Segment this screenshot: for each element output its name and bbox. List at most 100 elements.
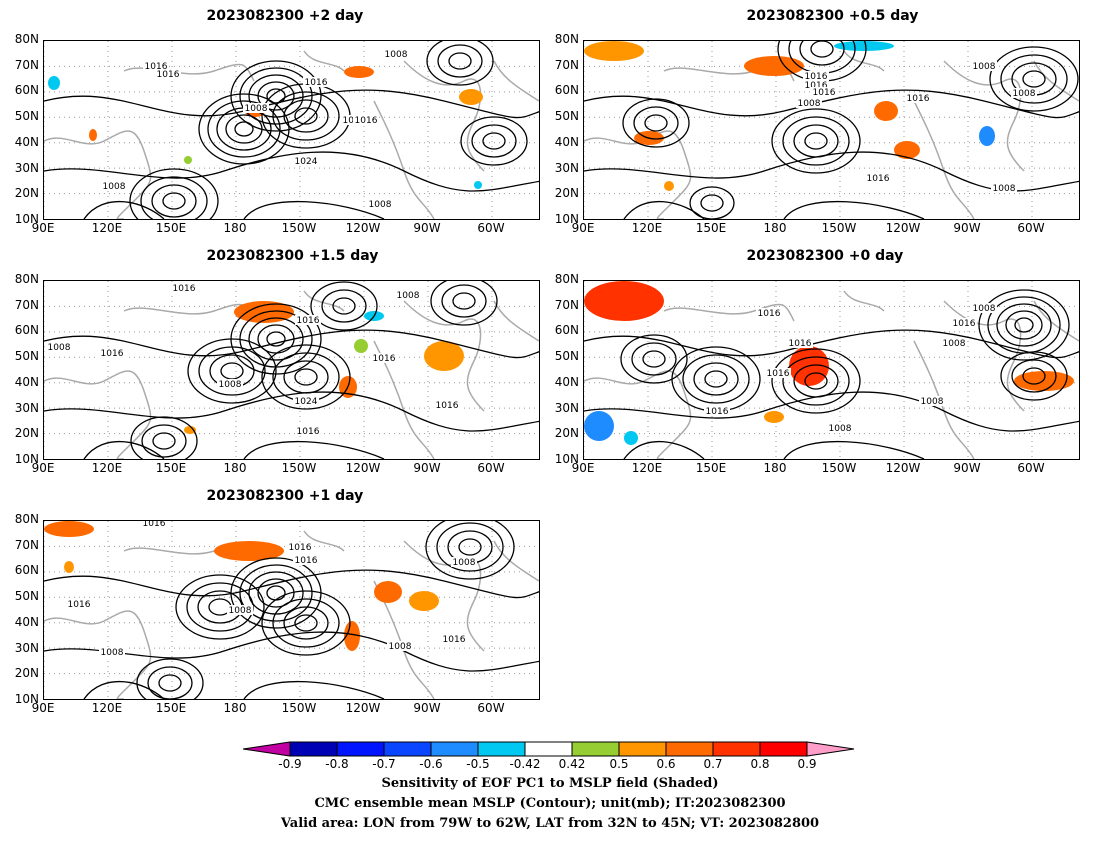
pressure-system-contour: [261, 83, 351, 149]
pressure-system-contour: [310, 281, 378, 331]
lat-tick-label: 30N: [554, 400, 579, 415]
colorbar-segment: [430, 741, 479, 757]
isobar-label: 1008: [798, 99, 821, 109]
coastline: [44, 610, 152, 699]
isobar-label: 1024: [295, 397, 318, 407]
pressure-system-contour: [294, 107, 318, 125]
isobar-label-bg: [353, 115, 379, 125]
pressure-system-contour: [140, 176, 208, 219]
pressure-system-contour: [1000, 351, 1068, 401]
sensitivity-patch: [834, 41, 894, 51]
pressure-system-contour: [804, 132, 828, 150]
isobar-label: 1016: [443, 635, 466, 645]
lat-tick-label: 50N: [14, 109, 39, 124]
pressure-system-contour: [704, 370, 728, 388]
isobar-contour: [783, 200, 925, 219]
isobar-label-bg: [155, 69, 181, 79]
pressure-system-contour: [266, 331, 286, 347]
isobar-label-bg: [441, 634, 467, 644]
lon-tick-label: 90W: [953, 461, 981, 475]
lat-tick-label: 80N: [14, 512, 39, 526]
lon-tick-label: 60W: [477, 461, 505, 475]
lat-tick-label: 50N: [554, 349, 579, 364]
sensitivity-patch: [894, 141, 920, 159]
pressure-system-contour: [230, 557, 322, 629]
pressure-system-contour: [693, 362, 739, 396]
pressure-system-contour: [633, 106, 679, 140]
isobar-contour: [623, 200, 705, 219]
pressure-system-contour: [978, 289, 1070, 361]
pressure-system-contour: [147, 666, 193, 699]
isobar-label: 1008: [245, 104, 268, 114]
isobar-contour: [83, 440, 165, 459]
isobar-label-bg: [919, 396, 945, 406]
isobar-label-bg: [143, 61, 169, 71]
lat-tick-label: 60N: [554, 83, 579, 98]
lon-tick-label: 180: [223, 221, 247, 235]
map-frame: 1016101610081016100810161024101610081008: [43, 40, 540, 220]
sensitivity-patch: [584, 41, 644, 61]
lon-tick-label: 90E: [571, 221, 595, 235]
isobar-label-bg: [141, 521, 167, 528]
lon-tick-label: 150E: [155, 701, 187, 715]
sensitivity-patch: [344, 66, 374, 78]
lat-tick-label: 40N: [14, 134, 39, 149]
lon-tick-label: 150E: [695, 461, 727, 475]
pressure-system-contour: [810, 41, 834, 58]
isobar-label: 1016: [145, 62, 168, 72]
isobar-label: 1008: [829, 424, 852, 434]
isobar-label: 1008: [1013, 89, 1036, 99]
sensitivity-patch: [584, 411, 614, 441]
lat-tick-label: 70N: [14, 297, 39, 312]
lat-tick-label: 50N: [14, 349, 39, 364]
lat-tick-label: 10N: [554, 452, 579, 466]
map-frame: 1016 1016 1016 1008 1016 1008 1008 1008 1016: [43, 520, 540, 700]
isobar-label: 1016: [436, 401, 459, 411]
pressure-system-contour: [1014, 317, 1034, 333]
isobar-contour: [623, 440, 705, 459]
pressure-system-contour: [220, 362, 244, 380]
isobar-label-bg: [434, 400, 460, 410]
lat-tick-label: 30N: [554, 160, 579, 175]
pressure-system-contour: [239, 564, 313, 622]
isobar-label: 1016: [143, 521, 166, 529]
panel-title: 2023082300 +1.5 day: [206, 248, 379, 264]
pressure-system-contour: [642, 350, 666, 368]
isobar-label: 1008: [943, 339, 966, 349]
coastline: [303, 50, 345, 72]
pressure-system-contour: [158, 674, 182, 692]
map-frame: 1016 1016 1008 1008 1016 1008 1016 1016 1008: [583, 40, 1080, 220]
lat-tick-label: 10N: [14, 452, 39, 466]
lat-tick-label: 40N: [554, 134, 579, 149]
pressure-system-contour: [129, 168, 219, 219]
isobar-label-bg: [704, 406, 730, 416]
pressure-system-contour: [332, 297, 356, 315]
lat-tick-label: 70N: [14, 537, 39, 552]
pressure-system-contour: [283, 360, 329, 394]
colorbar-tick-label: 0.8: [750, 757, 770, 771]
pressure-system-contour: [458, 538, 482, 556]
isobar-label-bg: [803, 80, 829, 90]
lon-tick-label: 120E: [91, 221, 123, 235]
isobar-label-bg: [451, 557, 477, 567]
sensitivity-patch: [979, 126, 995, 146]
isobar-label-bg: [395, 290, 421, 300]
map-plot: 1016 1008 1008 1016 1016 1016 1024 1008 1016 1016: [44, 281, 539, 459]
isobar-label-bg: [951, 318, 977, 328]
pressure-system-contour: [689, 186, 735, 219]
pressure-system-contour: [207, 100, 281, 158]
colorbar-tick-label: 0.42: [558, 757, 586, 771]
sensitivity-patch: [459, 89, 483, 105]
pressure-system-contour: [239, 67, 313, 125]
pressure-system-contour: [437, 44, 483, 78]
lon-tick-label: 90E: [31, 461, 55, 475]
pressure-system-contour: [448, 52, 472, 70]
isobar-label: 1008: [103, 182, 126, 192]
pressure-system-contour: [631, 342, 677, 376]
pressure-system-contour: [266, 88, 286, 104]
isobar-label: 1024: [295, 157, 318, 167]
lat-tick-label: 60N: [14, 83, 39, 98]
lon-tick-label: 120W: [885, 461, 921, 475]
sensitivity-patch: [344, 621, 360, 651]
